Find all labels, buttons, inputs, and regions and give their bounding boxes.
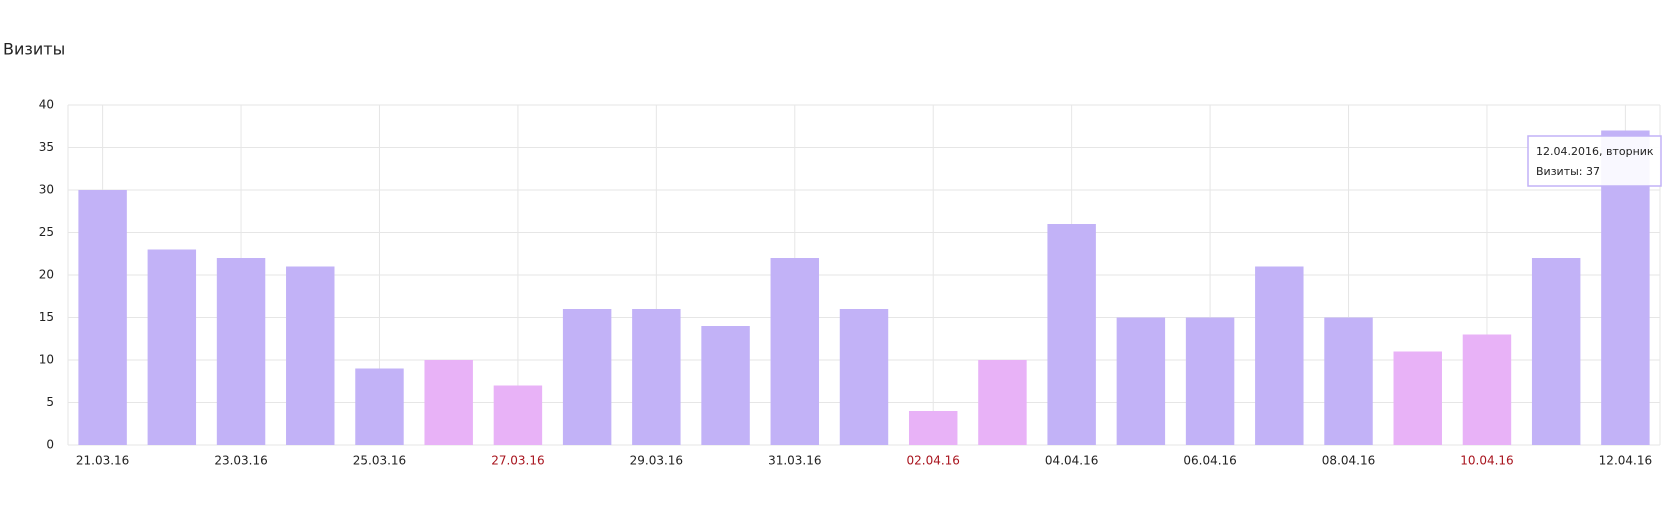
x-tick-label: 12.04.16 <box>1599 454 1652 468</box>
bar <box>632 309 681 445</box>
x-tick-label: 23.03.16 <box>214 454 267 468</box>
y-tick-label: 0 <box>46 438 54 452</box>
bar <box>286 266 335 445</box>
bar <box>216 258 266 445</box>
bar <box>147 249 197 445</box>
y-tick-label: 30 <box>39 183 54 197</box>
bar <box>1393 351 1442 445</box>
x-tick-label: 27.03.16 <box>491 454 544 468</box>
bar <box>424 360 473 445</box>
bar <box>839 309 889 445</box>
bar <box>908 411 958 445</box>
y-tick-label: 20 <box>39 268 54 282</box>
bar <box>493 385 543 445</box>
bar <box>355 368 404 445</box>
bar <box>978 360 1027 445</box>
bar <box>1531 258 1581 445</box>
x-tick-label: 21.03.16 <box>76 454 129 468</box>
tooltip-title: 12.04.2016, вторник <box>1536 145 1654 158</box>
y-tick-label: 5 <box>46 395 54 409</box>
bar <box>1462 334 1512 445</box>
x-tick-label: 31.03.16 <box>768 454 821 468</box>
x-tick-label: 02.04.16 <box>906 454 959 468</box>
y-tick-label: 35 <box>39 140 54 154</box>
bar <box>1116 317 1166 445</box>
x-tick-label: 06.04.16 <box>1183 454 1236 468</box>
bar <box>1185 317 1235 445</box>
bar <box>78 190 127 445</box>
y-tick-label: 25 <box>39 225 54 239</box>
y-tick-label: 10 <box>39 353 54 367</box>
bar <box>701 326 750 445</box>
tooltip-text: Визиты: 37 <box>1536 165 1600 178</box>
bar <box>562 309 612 445</box>
x-tick-label: 04.04.16 <box>1045 454 1098 468</box>
bar <box>1255 266 1304 445</box>
bar <box>770 258 820 445</box>
x-tick-label: 25.03.16 <box>353 454 406 468</box>
y-tick-label: 15 <box>39 310 54 324</box>
chart-title: Визиты <box>3 40 65 59</box>
tooltip: 12.04.2016, вторник Визиты: 37 <box>1527 135 1662 187</box>
x-tick-label: 08.04.16 <box>1322 454 1375 468</box>
bar <box>1324 317 1373 445</box>
y-tick-label: 40 <box>39 98 54 112</box>
bar <box>1047 224 1096 445</box>
x-tick-label: 10.04.16 <box>1460 454 1513 468</box>
tooltip-box <box>1527 135 1662 187</box>
x-tick-label: 29.03.16 <box>630 454 683 468</box>
